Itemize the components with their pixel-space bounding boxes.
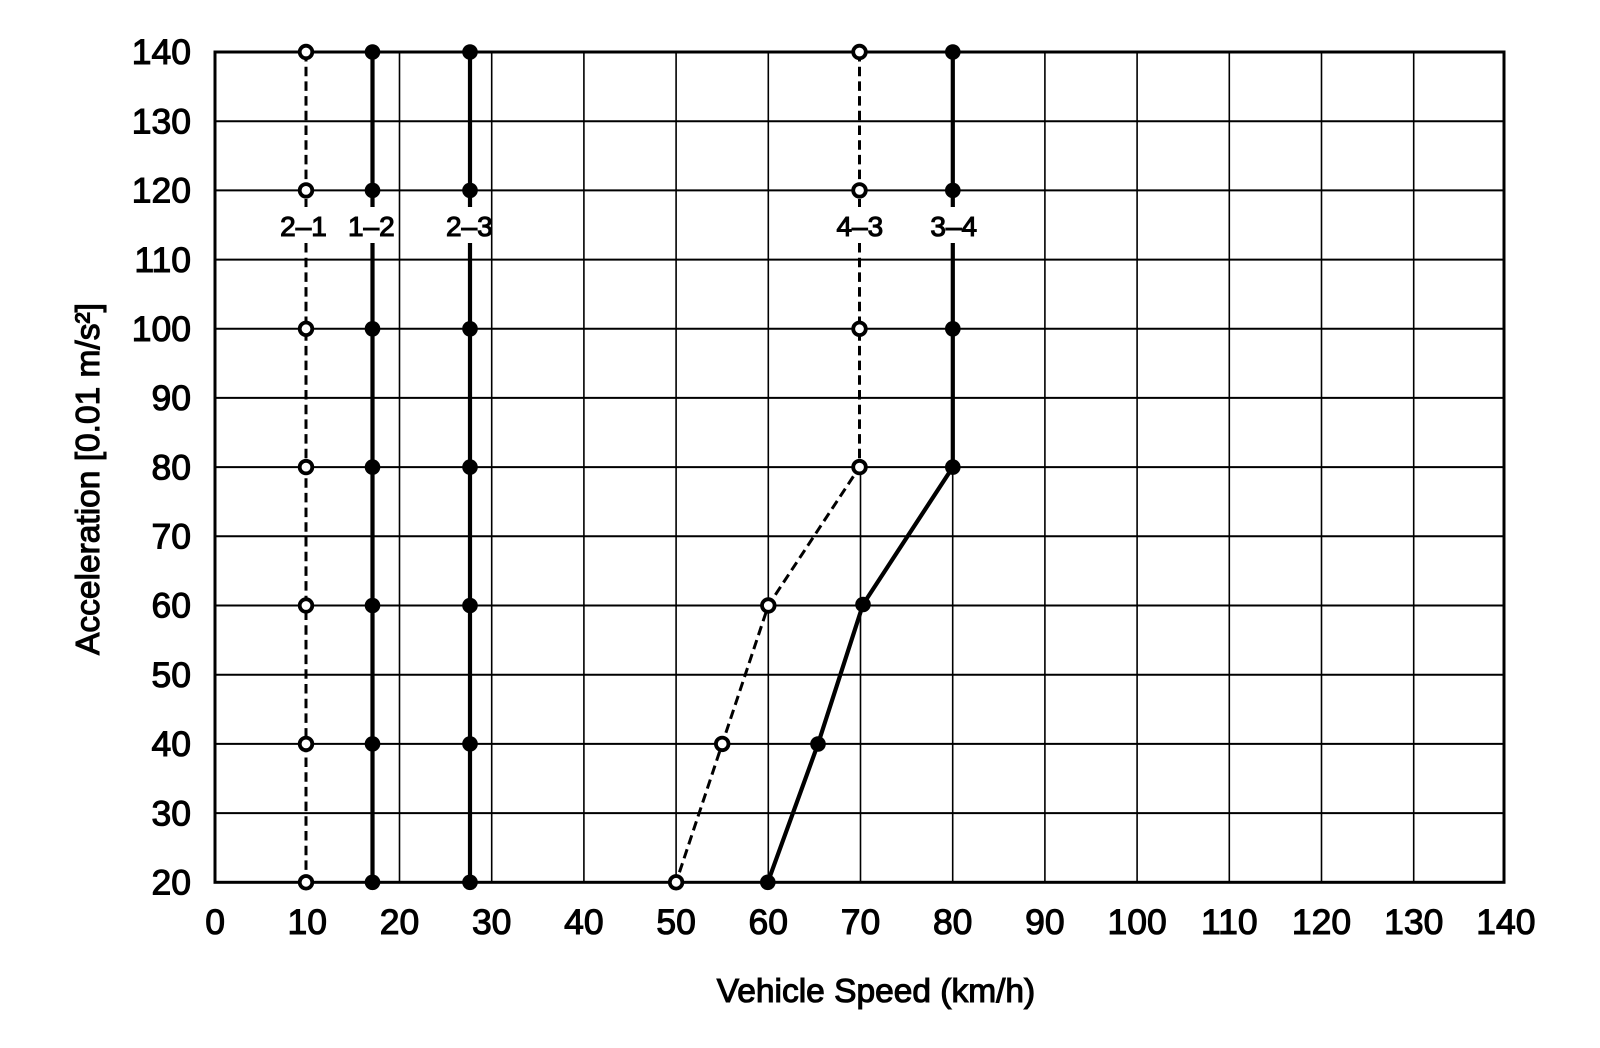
svg-text:140: 140 [1476, 902, 1535, 942]
svg-text:80: 80 [933, 902, 973, 942]
svg-text:70: 70 [152, 517, 192, 557]
svg-text:10: 10 [288, 902, 328, 942]
svg-text:2–3: 2–3 [446, 211, 493, 242]
svg-text:2–1: 2–1 [280, 211, 327, 242]
svg-text:100: 100 [132, 309, 191, 349]
svg-text:130: 130 [1384, 902, 1443, 942]
svg-text:60: 60 [152, 586, 192, 626]
svg-text:80: 80 [152, 447, 192, 487]
svg-text:120: 120 [132, 171, 191, 211]
svg-text:20: 20 [152, 863, 192, 903]
svg-text:70: 70 [841, 902, 881, 942]
svg-text:20: 20 [380, 902, 420, 942]
svg-text:90: 90 [152, 378, 192, 418]
svg-text:Vehicle Speed (km/h): Vehicle Speed (km/h) [717, 973, 1035, 1010]
svg-text:40: 40 [564, 902, 604, 942]
svg-text:120: 120 [1292, 902, 1351, 942]
svg-text:50: 50 [656, 902, 696, 942]
svg-text:110: 110 [1201, 902, 1258, 942]
svg-text:90: 90 [1025, 902, 1065, 942]
svg-text:3–4: 3–4 [930, 211, 977, 242]
svg-text:100: 100 [1107, 902, 1166, 942]
svg-text:0: 0 [205, 902, 225, 942]
svg-text:130: 130 [132, 101, 191, 141]
svg-text:40: 40 [152, 724, 192, 764]
svg-text:50: 50 [152, 655, 192, 695]
svg-text:140: 140 [132, 32, 191, 72]
svg-text:1–2: 1–2 [348, 211, 395, 242]
svg-text:4–3: 4–3 [836, 211, 883, 242]
svg-text:110: 110 [134, 240, 191, 280]
svg-text:30: 30 [152, 793, 192, 833]
svg-text:30: 30 [472, 902, 512, 942]
svg-text:Acceleration [0.01 m/s²]: Acceleration [0.01 m/s²] [70, 303, 107, 655]
svg-text:60: 60 [749, 902, 789, 942]
